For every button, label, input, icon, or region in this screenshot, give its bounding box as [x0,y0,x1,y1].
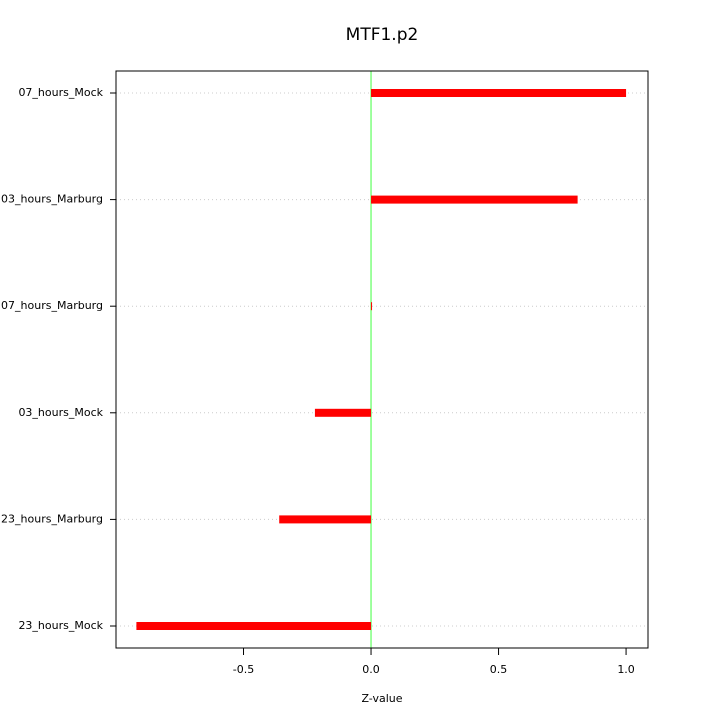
y-tick-label: 03_hours_Marburg [1,193,103,206]
x-tick-label: 0.5 [490,663,508,676]
y-tick-label: 03_hours_Mock [18,406,103,419]
y-tick-label: 23_hours_Marburg [1,512,103,525]
x-axis-label: Z-value [361,692,402,705]
bar [136,622,372,630]
y-tick-label: 07_hours_Mock [18,86,103,99]
bar [371,195,578,204]
y-tick-label: 23_hours_Mock [18,619,103,632]
y-tick-label: 07_hours_Marburg [1,299,103,312]
bar [371,302,373,311]
plot-frame [115,70,649,649]
chart-title: MTF1.p2 [346,25,419,45]
x-tick-label: 1.0 [617,663,635,676]
x-tick-label: 0.0 [362,663,380,676]
x-tick-label: -0.5 [233,663,254,676]
bar [371,89,627,97]
bar [314,408,372,417]
bar [279,515,372,524]
